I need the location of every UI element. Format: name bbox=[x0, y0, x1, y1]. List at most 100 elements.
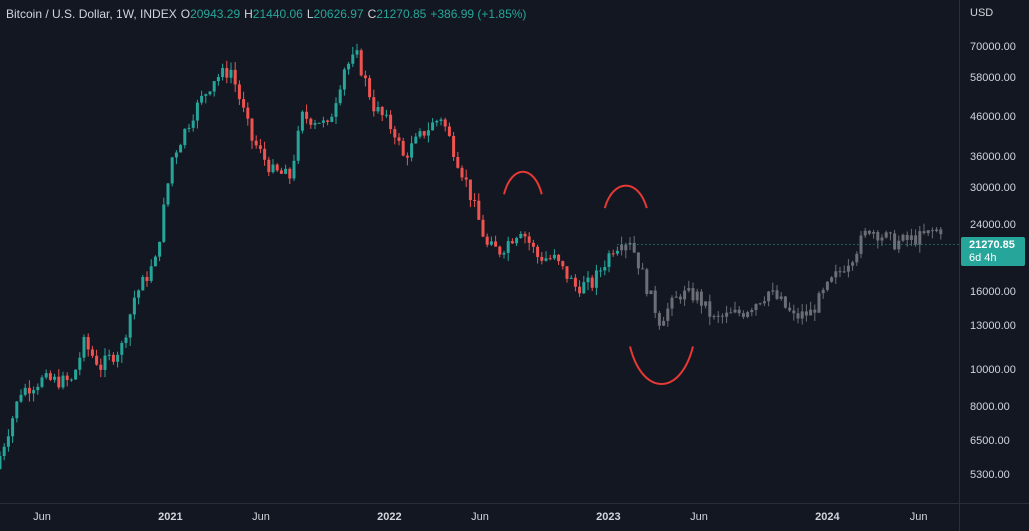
candle-body[interactable] bbox=[699, 291, 703, 306]
candle-body[interactable] bbox=[620, 244, 624, 251]
candle-body[interactable] bbox=[221, 68, 225, 78]
candle-body[interactable] bbox=[254, 140, 258, 146]
candle-body[interactable] bbox=[0, 456, 2, 469]
candle-body[interactable] bbox=[615, 250, 619, 254]
candle-body[interactable] bbox=[544, 258, 548, 261]
candle-body[interactable] bbox=[670, 297, 674, 309]
candle-body[interactable] bbox=[363, 75, 367, 79]
candle-body[interactable] bbox=[783, 296, 787, 308]
candle-body[interactable] bbox=[809, 309, 813, 316]
annotation-arc[interactable] bbox=[503, 170, 543, 195]
candle-body[interactable] bbox=[741, 313, 745, 317]
candle-body[interactable] bbox=[561, 261, 565, 267]
candle-body[interactable] bbox=[99, 364, 103, 370]
candle-body[interactable] bbox=[578, 286, 582, 294]
candle-body[interactable] bbox=[733, 309, 737, 313]
candle-body[interactable] bbox=[195, 102, 199, 121]
candle-body[interactable] bbox=[876, 232, 880, 241]
candle-body[interactable] bbox=[930, 230, 934, 232]
candle-body[interactable] bbox=[414, 136, 418, 144]
candle-body[interactable] bbox=[204, 94, 208, 96]
candle-body[interactable] bbox=[708, 301, 712, 317]
candle-body[interactable] bbox=[624, 244, 628, 251]
candle-body[interactable] bbox=[498, 246, 502, 255]
candle-body[interactable] bbox=[330, 116, 334, 122]
candle-body[interactable] bbox=[32, 390, 36, 394]
candle-body[interactable] bbox=[456, 156, 460, 168]
candle-body[interactable] bbox=[153, 256, 157, 267]
candle-body[interactable] bbox=[460, 167, 464, 178]
candle-body[interactable] bbox=[590, 277, 594, 288]
candle-body[interactable] bbox=[15, 401, 19, 419]
candle-body[interactable] bbox=[296, 130, 300, 161]
candle-body[interactable] bbox=[838, 271, 842, 273]
candle-body[interactable] bbox=[473, 200, 477, 202]
candle-body[interactable] bbox=[716, 315, 720, 317]
candle-body[interactable] bbox=[926, 230, 930, 234]
candle-body[interactable] bbox=[200, 95, 204, 103]
symbol-title[interactable]: Bitcoin / U.S. Dollar, 1W, INDEX bbox=[6, 7, 177, 21]
candle-body[interactable] bbox=[36, 386, 40, 391]
candle-body[interactable] bbox=[611, 253, 615, 255]
candle-body[interactable] bbox=[935, 229, 939, 232]
candle-body[interactable] bbox=[401, 140, 405, 156]
candle-body[interactable] bbox=[6, 436, 10, 447]
candle-body[interactable] bbox=[44, 373, 48, 378]
candle-body[interactable] bbox=[342, 69, 346, 90]
candle-body[interactable] bbox=[548, 258, 552, 260]
candle-body[interactable] bbox=[704, 301, 708, 306]
candle-body[interactable] bbox=[389, 114, 393, 130]
candle-body[interactable] bbox=[292, 160, 296, 179]
candle-body[interactable] bbox=[586, 277, 590, 283]
candle-body[interactable] bbox=[40, 377, 44, 387]
candle-body[interactable] bbox=[666, 308, 670, 321]
candle-body[interactable] bbox=[552, 254, 556, 259]
candle-body[interactable] bbox=[267, 159, 271, 173]
candlestick-plot[interactable] bbox=[0, 0, 959, 503]
candle-body[interactable] bbox=[830, 277, 834, 282]
candle-body[interactable] bbox=[237, 84, 241, 100]
candle-body[interactable] bbox=[233, 69, 237, 85]
candle-body[interactable] bbox=[834, 271, 838, 278]
candle-body[interactable] bbox=[57, 376, 61, 388]
candle-body[interactable] bbox=[821, 289, 825, 294]
candle-body[interactable] bbox=[137, 290, 141, 298]
candle-body[interactable] bbox=[515, 237, 519, 244]
candle-body[interactable] bbox=[825, 281, 829, 290]
candle-body[interactable] bbox=[162, 204, 166, 242]
candle-body[interactable] bbox=[305, 111, 309, 119]
candle-body[interactable] bbox=[111, 354, 115, 362]
candle-body[interactable] bbox=[846, 265, 850, 272]
candle-body[interactable] bbox=[506, 241, 510, 253]
candle-body[interactable] bbox=[800, 311, 804, 319]
candle-body[interactable] bbox=[376, 106, 380, 112]
candle-body[interactable] bbox=[540, 256, 544, 261]
candle-body[interactable] bbox=[737, 309, 741, 314]
candle-body[interactable] bbox=[863, 230, 867, 236]
candle-body[interactable] bbox=[170, 157, 174, 184]
candle-body[interactable] bbox=[464, 177, 468, 180]
candle-body[interactable] bbox=[851, 262, 855, 266]
candle-body[interactable] bbox=[523, 233, 527, 237]
candle-body[interactable] bbox=[183, 128, 187, 146]
candle-body[interactable] bbox=[384, 114, 388, 116]
candle-body[interactable] bbox=[674, 296, 678, 298]
candle-body[interactable] bbox=[275, 164, 279, 171]
candle-body[interactable] bbox=[141, 277, 145, 291]
candle-body[interactable] bbox=[187, 127, 191, 129]
candle-body[interactable] bbox=[687, 288, 691, 291]
candle-body[interactable] bbox=[90, 349, 94, 356]
candle-body[interactable] bbox=[78, 357, 82, 370]
candle-body[interactable] bbox=[775, 290, 779, 299]
candle-body[interactable] bbox=[426, 130, 430, 136]
candle-body[interactable] bbox=[636, 252, 640, 269]
candle-body[interactable] bbox=[53, 376, 57, 380]
candle-body[interactable] bbox=[116, 354, 120, 362]
candle-body[interactable] bbox=[158, 241, 162, 257]
candle-body[interactable] bbox=[918, 231, 922, 245]
candle-body[interactable] bbox=[166, 183, 170, 205]
candle-body[interactable] bbox=[746, 312, 750, 317]
candle-body[interactable] bbox=[477, 200, 481, 220]
candle-body[interactable] bbox=[489, 241, 493, 245]
candle-body[interactable] bbox=[859, 235, 863, 254]
